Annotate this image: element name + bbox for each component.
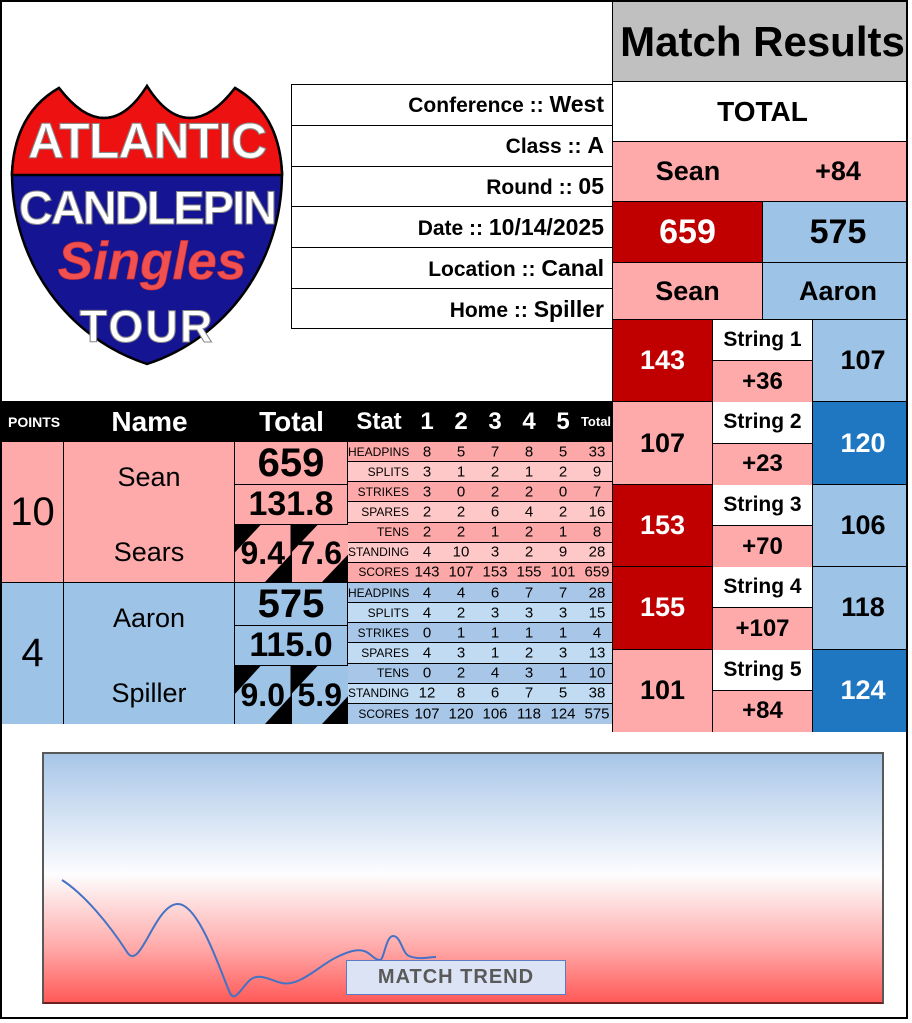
svg-text:CANDLEPIN: CANDLEPIN: [19, 181, 275, 234]
svg-text:ATLANTIC: ATLANTIC: [28, 113, 266, 169]
svg-text:TOUR: TOUR: [80, 301, 215, 352]
svg-text:Singles: Singles: [58, 232, 247, 291]
